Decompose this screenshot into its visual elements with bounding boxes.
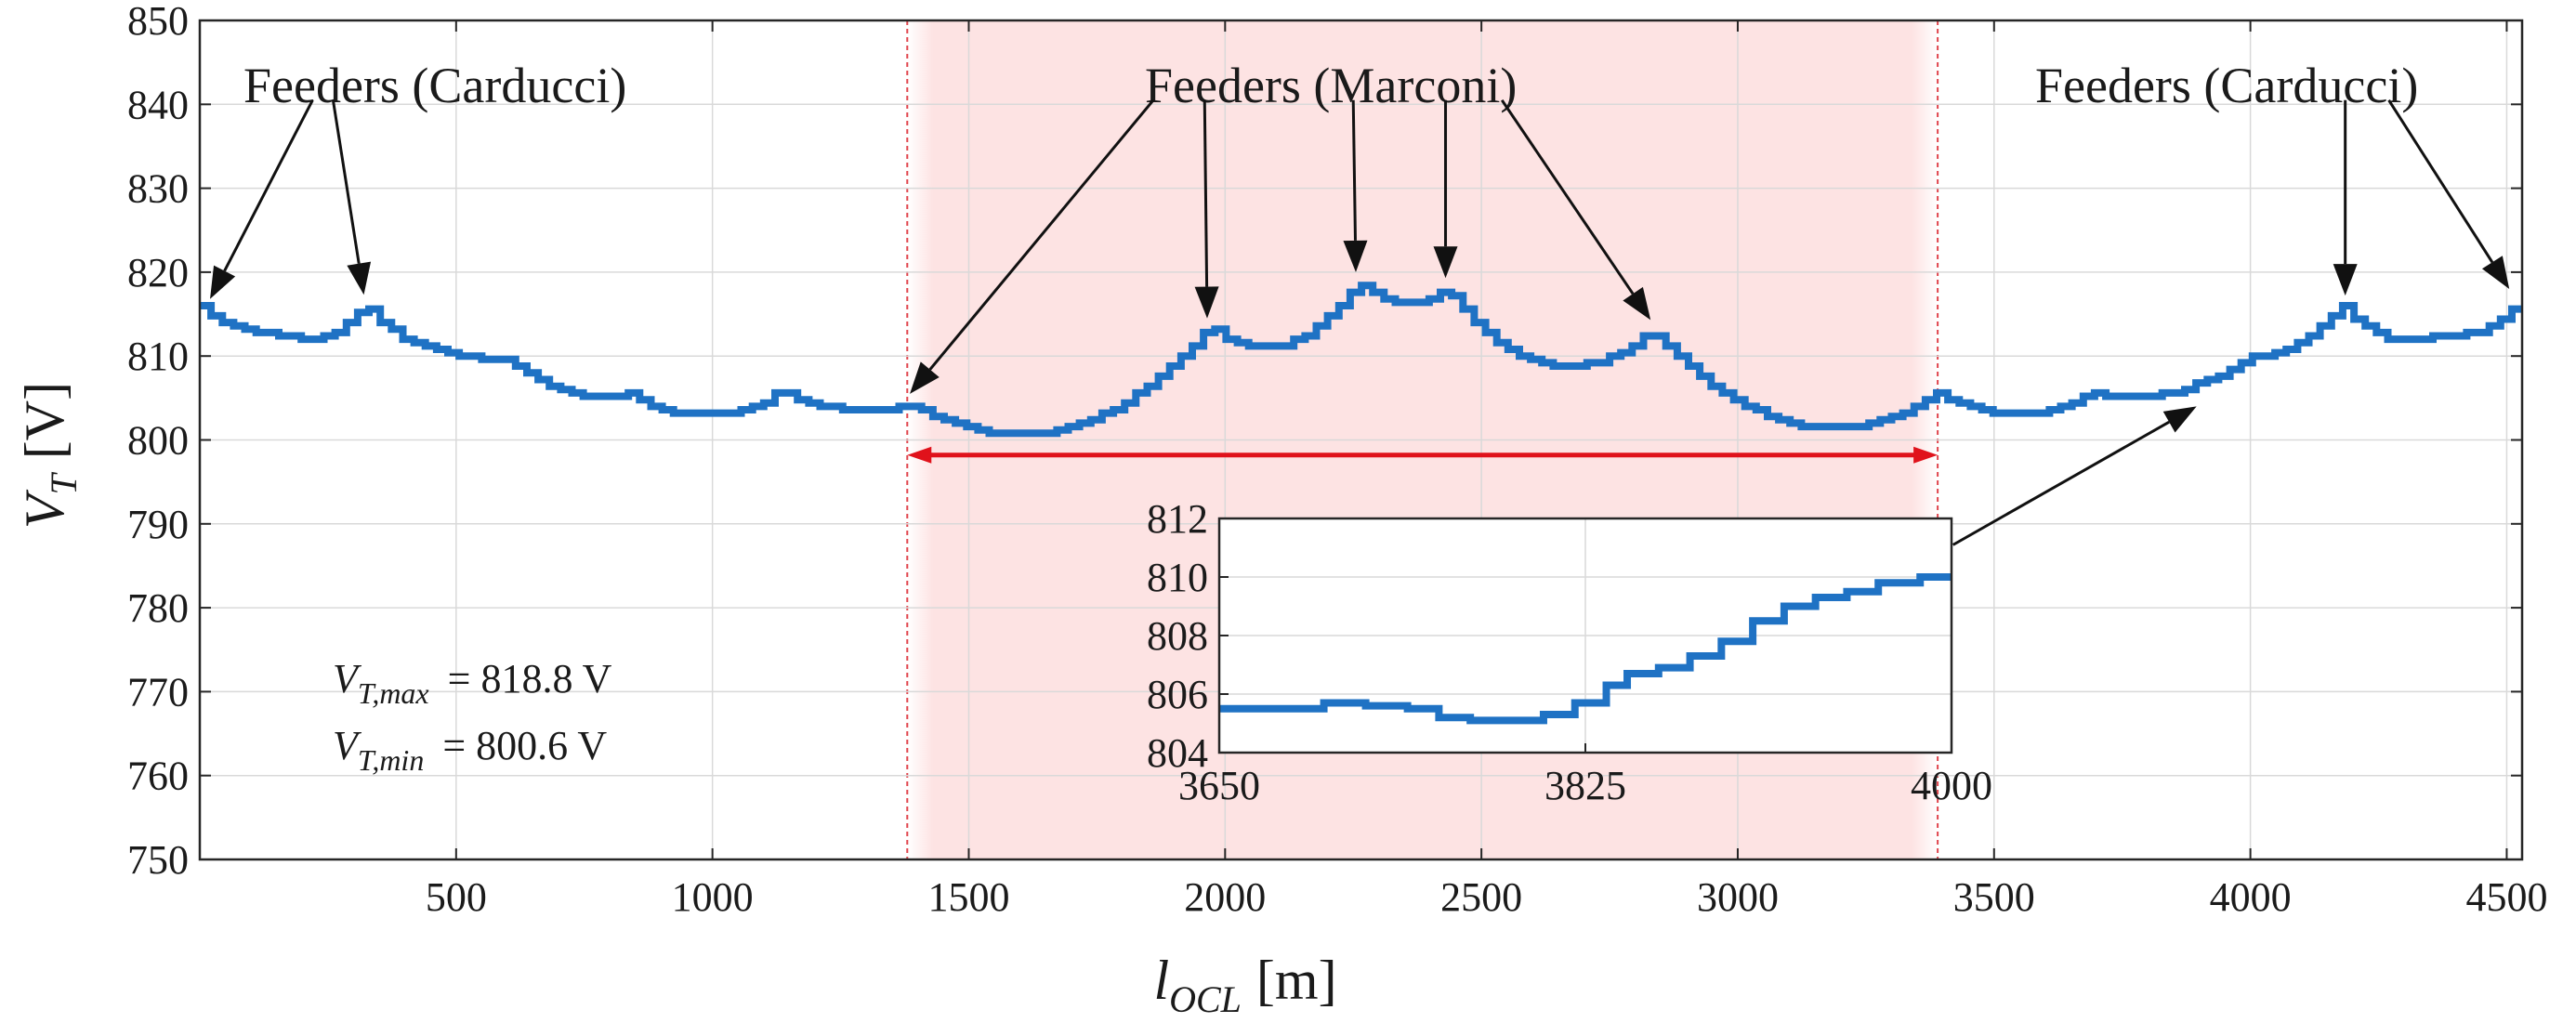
x-tick-label: 3000 bbox=[1697, 874, 1779, 920]
frame-layer bbox=[198, 19, 2524, 861]
y-tick-label: 840 bbox=[127, 82, 189, 127]
series-layer bbox=[200, 282, 2522, 438]
inset-y-tick-label: 810 bbox=[1147, 555, 1208, 600]
span-arrow-head-right bbox=[1913, 446, 1939, 464]
annotation-arrow-head-9 bbox=[2162, 406, 2197, 433]
y-tick-label: 800 bbox=[127, 418, 189, 464]
inset-series-line bbox=[1219, 573, 1952, 725]
annotation-feeders-marconi: Feeders (Marconi) bbox=[1145, 58, 1517, 113]
annotation-arrows bbox=[210, 98, 2510, 546]
inset-y-tick-label: 808 bbox=[1147, 613, 1208, 659]
y-tick-label: 760 bbox=[127, 754, 189, 799]
annotation-arrow-shaft-1 bbox=[331, 99, 361, 264]
annotation-arrow-head-1 bbox=[347, 261, 372, 295]
y-tick-label: 750 bbox=[127, 837, 189, 883]
y-tick-label: 790 bbox=[127, 502, 189, 547]
span-arrow-layer bbox=[907, 446, 1939, 464]
x-axis-label: lOCL [m] bbox=[1153, 950, 1336, 1020]
annotation-arrow-shaft-2 bbox=[928, 98, 1155, 371]
y-tick-label: 770 bbox=[127, 669, 189, 715]
annotation-arrow-head-5 bbox=[1433, 246, 1458, 279]
annotation-arrow-shaft-4 bbox=[1351, 99, 1357, 241]
x-tick-label: 4500 bbox=[2465, 874, 2547, 920]
annotation-arrow-shaft-6 bbox=[1500, 98, 1635, 295]
y-axis-label: VT[V] bbox=[14, 382, 85, 529]
annotation-arrow-head-2 bbox=[910, 361, 940, 394]
inset-chart: 3650 3825 4000 804 806 808 810 812 bbox=[1147, 496, 1992, 808]
y-tick-label: 850 bbox=[127, 0, 189, 44]
annotation-feeders-carducci-left: Feeders (Carducci) bbox=[243, 58, 626, 113]
annotation-arrow-head-0 bbox=[210, 265, 236, 299]
y-tick-label: 810 bbox=[127, 334, 189, 379]
tick-label-layer: 500 1000 1500 2000 2500 3000 3500 4000 4500 750 76… bbox=[127, 0, 2547, 920]
vmax-stat: VT,max = 818.8 V bbox=[333, 656, 612, 710]
y-tick-label: 830 bbox=[127, 166, 189, 212]
annotation-arrow-head-8 bbox=[2481, 256, 2510, 289]
y-tick-label: 780 bbox=[127, 585, 189, 631]
inset-y-tick-label: 804 bbox=[1147, 730, 1208, 776]
annotation-arrow-shaft-9 bbox=[1952, 420, 2170, 546]
annotation-arrow-head-4 bbox=[1343, 240, 1368, 272]
x-tick-label: 1000 bbox=[672, 874, 754, 920]
span-arrow-head-left bbox=[907, 446, 932, 464]
x-tick-label: 2000 bbox=[1184, 874, 1266, 920]
annotation-arrow-shaft-8 bbox=[2387, 98, 2494, 264]
inset-x-tick-label: 4000 bbox=[1911, 763, 1992, 808]
annotation-arrow-head-3 bbox=[1194, 286, 1219, 319]
x-tick-label: 2500 bbox=[1440, 874, 1522, 920]
annotation-feeders-carducci-right: Feeders (Carducci) bbox=[2035, 58, 2418, 113]
x-tick-label: 3500 bbox=[1953, 874, 2035, 920]
x-tick-label: 500 bbox=[426, 874, 487, 920]
annotation-arrow-head-6 bbox=[1623, 286, 1651, 321]
x-tick-label: 4000 bbox=[2210, 874, 2292, 920]
vmin-stat: VT,min = 800.6 V bbox=[333, 723, 607, 777]
x-tick-label: 1500 bbox=[927, 874, 1009, 920]
inset-y-tick-label: 806 bbox=[1147, 672, 1208, 717]
inset-y-tick-label: 812 bbox=[1147, 496, 1208, 542]
inset-x-tick-label: 3825 bbox=[1544, 763, 1626, 808]
series-line-vt bbox=[200, 282, 2522, 438]
annotation-arrow-shaft-3 bbox=[1203, 99, 1209, 287]
inset-x-tick-label: 3650 bbox=[1178, 763, 1260, 808]
annotation-arrow-head-7 bbox=[2333, 264, 2358, 296]
annotation-arrow-shaft-0 bbox=[223, 99, 314, 272]
y-tick-label: 820 bbox=[127, 250, 189, 295]
